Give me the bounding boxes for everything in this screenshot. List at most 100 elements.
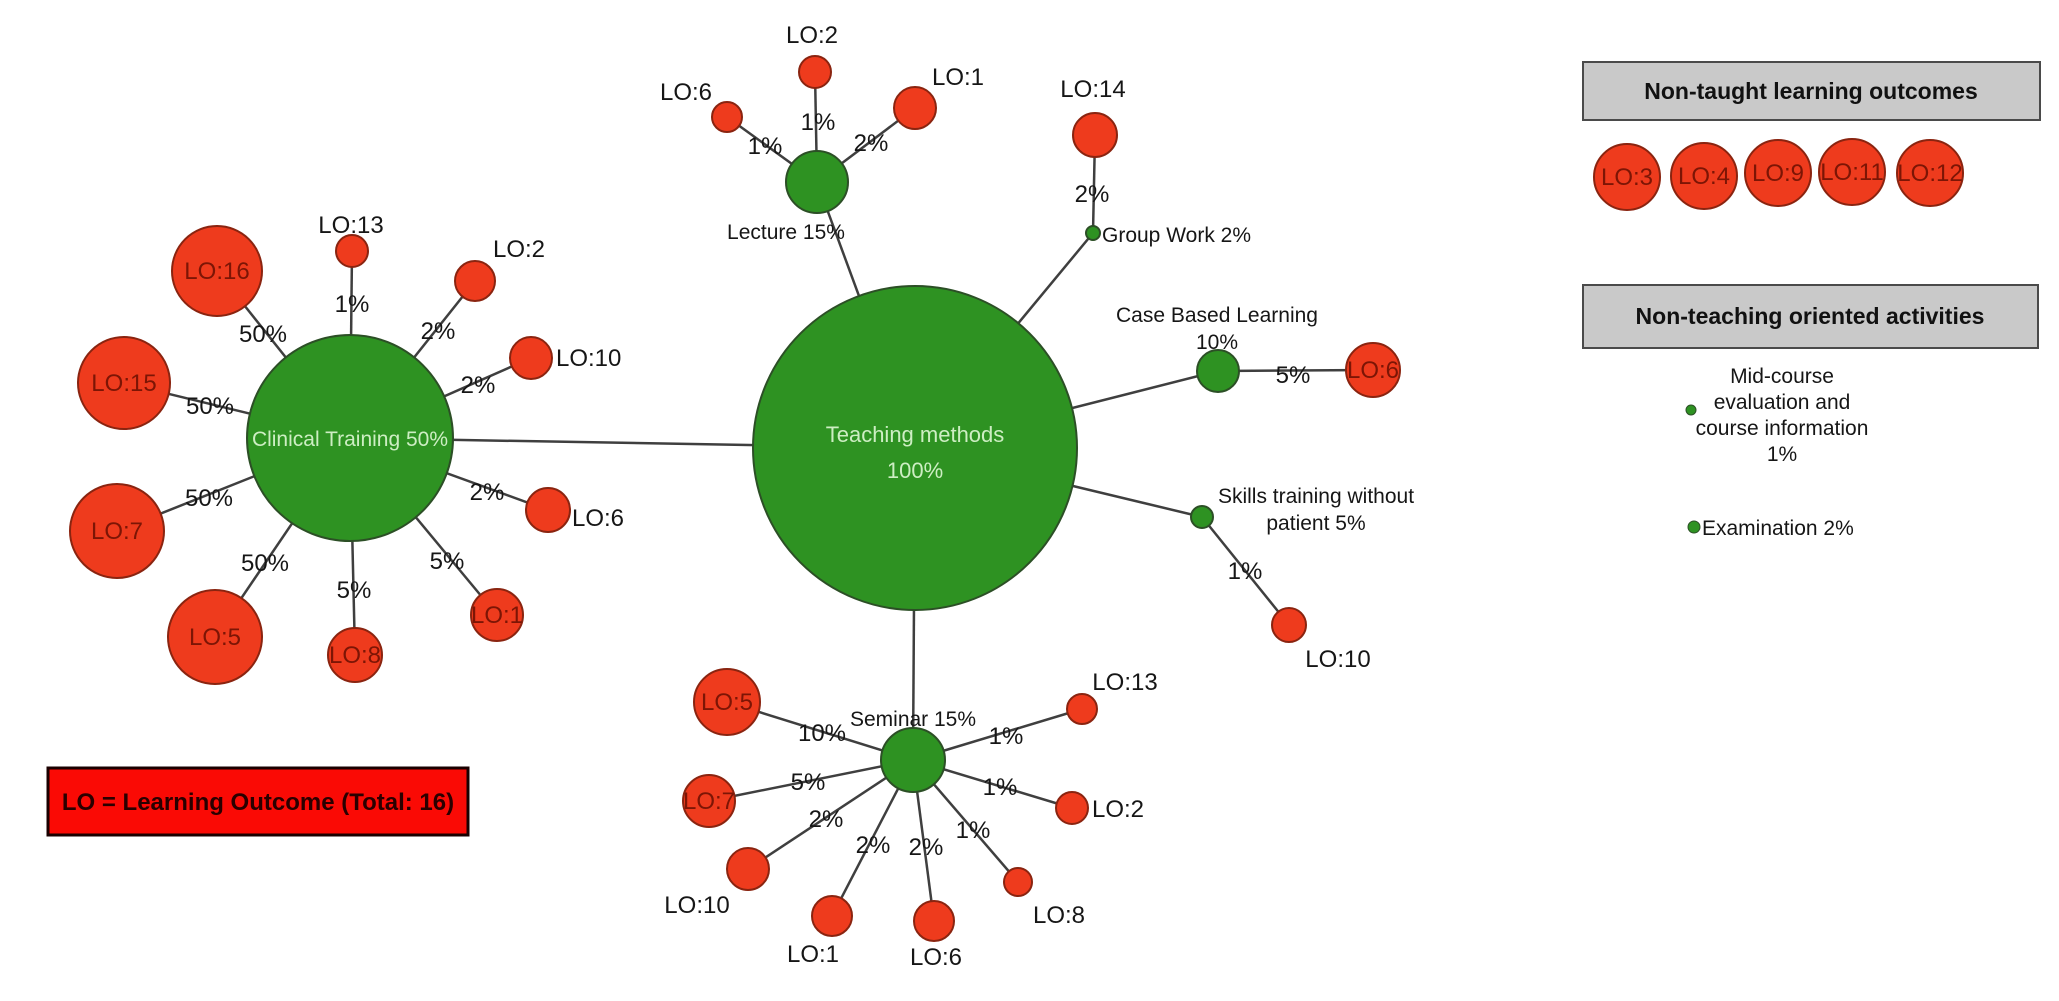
node-seminar-lo-10 (726, 847, 770, 891)
examination-dot-icon (1687, 520, 1701, 534)
pct-clinical-training-lo-7: 50% (185, 485, 233, 512)
node-seminar-lo-8 (1003, 867, 1033, 897)
label-non-taught-lo-12: LO:12 (1897, 160, 1962, 187)
node-clinical-training-lo-13 (335, 234, 369, 268)
label-seminar: Seminar 15% (850, 708, 976, 731)
label-seminar-lo-5: LO:5 (701, 689, 753, 716)
pct-clinical-training-lo-1: 5% (430, 548, 465, 575)
pct-clinical-training-lo-10: 2% (461, 372, 496, 399)
node-lecture-lo-2 (798, 55, 832, 89)
node-group-work (1085, 225, 1101, 241)
node-seminar-lo-6 (913, 900, 955, 942)
label-seminar-lo-10: LO:10 (664, 892, 729, 919)
pct-clinical-training-lo-16: 50% (239, 321, 287, 348)
node-seminar-lo-7 (682, 774, 736, 828)
label-seminar-lo-13: LO:13 (1092, 669, 1157, 696)
pct-clinical-training-lo-15: 50% (186, 393, 234, 420)
node-non-taught-lo-4 (1670, 142, 1738, 210)
node-case-based-learning (1196, 349, 1240, 393)
panel-non-taught: Non-taught learning outcomes LO:3 LO:4 LO:… (1582, 61, 2041, 211)
label-lecture: Lecture 15% (727, 221, 845, 244)
node-clinical-training-lo-15 (77, 336, 171, 430)
pct-seminar-lo-13: 1% (989, 723, 1024, 750)
pct-clinical-training-lo-6: 2% (470, 479, 505, 506)
pct-seminar-lo-1: 2% (856, 832, 891, 859)
label-seminar-lo-1: LO:1 (787, 941, 839, 968)
midcourse-dot-icon (1685, 404, 1697, 416)
pct-lecture-lo-1: 2% (854, 130, 889, 157)
node-clinical-training-lo-10 (509, 336, 553, 380)
midcourse-label-line2: evaluation and (1714, 391, 1851, 414)
pct-seminar-lo-7: 5% (791, 769, 826, 796)
label-clinical-training-lo-2: LO:2 (493, 236, 545, 263)
label-clinical-training-lo-5: LO:5 (189, 624, 241, 651)
label-skills-training-without-patient-lo-10: LO:10 (1305, 646, 1370, 673)
labels-layer: Teaching methods 100% Clinical Training 50… (91, 22, 1414, 971)
non-teaching-header-box (1582, 284, 2039, 349)
pct-seminar-lo-8: 1% (956, 817, 991, 844)
label-lecture-lo-2: LO:2 (786, 22, 838, 49)
label-clinical-training-lo-7: LO:7 (91, 518, 143, 545)
label-clinical-training-lo-16: LO:16 (184, 258, 249, 285)
label-seminar-lo-7: LO:7 (683, 788, 735, 815)
node-seminar-lo-13 (1066, 693, 1098, 725)
midcourse-label-line3: course information (1696, 417, 1869, 440)
pct-clinical-training-lo-13: 1% (335, 291, 370, 318)
label-clinical-training-lo-10: LO:10 (556, 345, 621, 372)
label-clinical-training-lo-8: LO:8 (329, 642, 381, 669)
label-seminar-lo-6: LO:6 (910, 944, 962, 971)
label-clinical-training-lo-15: LO:15 (91, 370, 156, 397)
node-clinical-training-lo-2 (454, 260, 496, 302)
node-non-taught-lo-3 (1593, 143, 1661, 211)
pct-clinical-training-lo-2: 2% (421, 318, 456, 345)
pct-case-based-learning-lo-6: 5% (1276, 362, 1311, 389)
node-lecture (785, 150, 849, 214)
node-clinical-training-lo-16 (171, 225, 263, 317)
edge-skills-training-without-patient-lo-10 (1201, 516, 1290, 626)
label-skills-training-without-patient: Skills training without patient 5% (1218, 485, 1414, 535)
edge-seminar-lo-7 (708, 758, 914, 803)
node-skills-training-without-patient-lo-10 (1271, 607, 1307, 643)
label-lecture-lo-6: LO:6 (660, 79, 712, 106)
node-teaching-methods (752, 285, 1078, 611)
label-clinical-training-lo-6: LO:6 (572, 505, 624, 532)
label-seminar-lo-8: LO:8 (1033, 902, 1085, 929)
label-non-taught-lo-9: LO:9 (1752, 160, 1804, 187)
label-lecture-lo-1: LO:1 (932, 64, 984, 91)
node-seminar (880, 727, 946, 793)
pct-clinical-training-lo-8: 5% (337, 577, 372, 604)
label-group-work: Group Work 2% (1102, 224, 1251, 247)
label-teaching-methods: Teaching methods 100% (826, 422, 1005, 483)
pct-lecture-lo-6: 1% (748, 133, 783, 160)
node-clinical-training (246, 334, 454, 542)
legend-box (46, 766, 470, 837)
node-seminar-lo-2 (1055, 791, 1089, 825)
label-clinical-training: Clinical Training 50% (252, 428, 448, 451)
pct-lecture-lo-2: 1% (801, 109, 836, 136)
pct-seminar-lo-10: 2% (809, 806, 844, 833)
node-case-based-learning-lo-6 (1345, 342, 1401, 398)
legend: LO = Learning Outcome (Total: 16) (46, 766, 470, 837)
node-clinical-training-lo-6 (525, 487, 571, 533)
node-non-taught-lo-11 (1818, 138, 1886, 206)
panel-non-teaching: Non-teaching oriented activities Mid-cou… (1582, 284, 2039, 540)
label-non-taught-lo-3: LO:3 (1601, 164, 1653, 191)
node-non-taught-lo-12 (1896, 139, 1964, 207)
pct-clinical-training-lo-5: 50% (241, 550, 289, 577)
node-seminar-lo-1 (811, 895, 853, 937)
non-taught-header-box (1582, 61, 2041, 121)
label-non-taught-lo-11: LO:11 (1820, 159, 1884, 186)
midcourse-label-line1: Mid-course (1730, 365, 1834, 388)
node-skills-training-without-patient (1190, 505, 1214, 529)
node-clinical-training-lo-5 (167, 589, 263, 685)
label-clinical-training-lo-1: LO:1 (471, 602, 523, 629)
label-group-work-lo-14: LO:14 (1060, 76, 1125, 103)
pct-skills-training-without-patient-lo-10: 1% (1228, 558, 1263, 585)
non-taught-circles: LO:3 LO:4 LO:9 LO:11 LO:12 (1593, 138, 1964, 211)
node-seminar-lo-5 (693, 668, 761, 736)
label-seminar-lo-2: LO:2 (1092, 796, 1144, 823)
midcourse-label-line4: 1% (1767, 443, 1797, 466)
pct-seminar-lo-6: 2% (909, 834, 944, 861)
